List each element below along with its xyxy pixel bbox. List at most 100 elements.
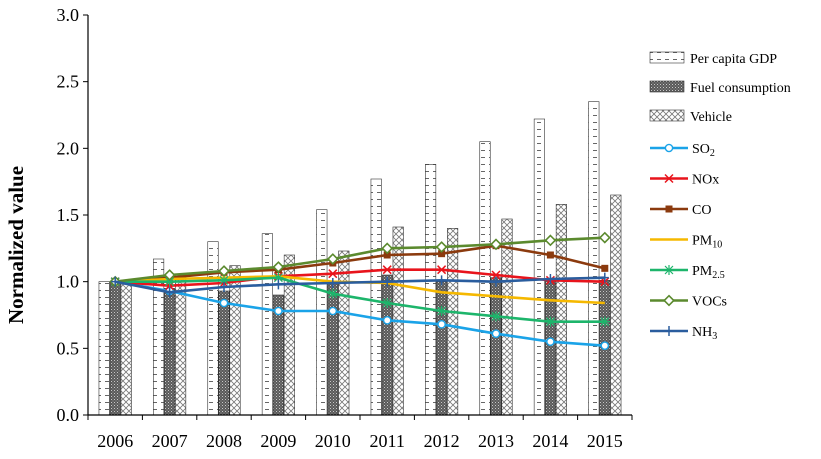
y-tick-label: 1.0	[57, 272, 80, 292]
point-vocs-2015	[598, 231, 611, 244]
bar-gdp-2006	[98, 281, 110, 416]
point-so2-2014	[546, 337, 555, 346]
point-pm25-2015	[599, 316, 610, 327]
y-tick-label: 2.5	[57, 72, 80, 92]
point-vocs-2009	[272, 261, 285, 273]
legend-marker-co	[665, 205, 673, 213]
point-vocs-2007	[163, 269, 176, 281]
x-tick-label: 2015	[587, 431, 623, 451]
bar-fuel-2012	[436, 281, 448, 416]
point-nh3-2007	[165, 287, 174, 298]
point-vocs-2014	[544, 234, 557, 247]
legend-label-subscript: 10	[712, 240, 722, 251]
point-nh3-2015	[600, 272, 609, 283]
line-nh3	[114, 276, 605, 294]
x-tick-label: 2012	[424, 431, 460, 451]
line-so2	[114, 280, 605, 347]
bar-vehicle-2010	[338, 250, 350, 416]
point-so2-2011	[382, 316, 392, 325]
y-tick-label: 0.5	[57, 338, 80, 358]
x-tick-label: 2007	[152, 431, 188, 451]
legend-swatch-gdp	[649, 51, 685, 64]
point-pm25-2014	[545, 316, 556, 327]
legend-label-fuel: Fuel consumption	[690, 81, 791, 96]
point-vocs-2013	[490, 238, 502, 251]
x-tick-label: 2010	[315, 431, 351, 451]
x-tick-label: 2006	[97, 431, 133, 451]
legend-label-vocs: VOCs	[692, 295, 727, 310]
point-co-2012	[438, 250, 446, 258]
point-so2-2010	[328, 306, 338, 316]
point-vocs-2011	[381, 242, 394, 255]
legend-label-main: NOx	[692, 173, 719, 188]
point-nox-2012	[437, 265, 447, 275]
bar-fuel-2008	[218, 290, 230, 416]
point-nox-2011	[382, 265, 392, 275]
legend-label-main: VOCs	[692, 295, 727, 310]
bar-fuel-2011	[381, 274, 393, 416]
legend-label-pm25: PM2.5	[692, 264, 725, 281]
legend-label-so2: SO2	[692, 142, 715, 159]
bar-gdp-2009	[261, 233, 273, 416]
point-nh3-2013	[492, 276, 500, 287]
point-pm25-2010	[327, 288, 338, 299]
point-pm25-2011	[382, 298, 393, 308]
legend-marker-pm25	[664, 265, 674, 275]
bar-vehicle-2008	[229, 265, 241, 416]
legend-label-main: SO	[692, 142, 710, 157]
lines-layer	[109, 231, 611, 350]
x-tick-label: 2013	[478, 431, 514, 451]
legend-label-subscript: 2	[710, 148, 715, 159]
line-vocs	[115, 236, 605, 283]
bar-gdp-2010	[316, 209, 328, 416]
point-nh3-2008	[220, 282, 228, 292]
bar-gdp-2013	[479, 141, 491, 416]
legend-label-main: NH	[692, 325, 712, 340]
y-tick-label: 3.0	[57, 5, 80, 25]
legend-label-main: PM	[692, 234, 713, 249]
legend-label-main: CO	[692, 203, 711, 218]
bar-gdp-2011	[370, 178, 382, 416]
point-co-2011	[383, 251, 391, 259]
legend-label-vehicle: Vehicle	[690, 110, 732, 125]
legend-label-pm10: PM10	[692, 234, 722, 251]
y-tick-label: 0.0	[57, 405, 80, 425]
legend-label-co: CO	[692, 203, 711, 218]
bar-gdp-2008	[207, 241, 219, 416]
point-nh3-2011	[383, 276, 392, 287]
x-tick-label: 2008	[206, 431, 242, 451]
bar-fuel-2006	[109, 281, 121, 416]
legend-marker-nh3	[665, 326, 673, 336]
x-tick-label: 2011	[370, 431, 405, 451]
y-axis-title: Normalized value	[4, 166, 28, 324]
point-nox-2013	[491, 270, 501, 280]
x-tick-label: 2009	[260, 431, 296, 451]
legend-label-nox: NOx	[692, 173, 719, 188]
x-tick-label: 2014	[532, 431, 568, 451]
point-pm25-2013	[491, 311, 501, 322]
point-vocs-2008	[218, 265, 230, 277]
legend-label-main: PM	[692, 264, 713, 279]
legend-label-subscript: 3	[712, 331, 717, 342]
bar-vehicle-2014	[555, 204, 567, 416]
legend-marker-vocs	[663, 294, 675, 307]
legend-swatch-fuel	[649, 80, 685, 93]
point-so2-2015	[600, 341, 610, 350]
point-pm25-2009	[273, 272, 284, 283]
line-co	[115, 244, 606, 283]
point-nh3-2012	[437, 275, 446, 286]
legend-swatch-vehicle	[649, 109, 685, 122]
line-pm25	[115, 276, 605, 323]
legend-marker-so2	[664, 143, 674, 153]
legend-label-nh3: NH3	[692, 325, 717, 342]
bar-vehicle-2012	[447, 228, 459, 416]
point-so2-2008	[219, 298, 229, 308]
point-co-2015	[601, 264, 609, 272]
bar-gdp-2014	[533, 118, 545, 416]
point-nh3-2014	[546, 274, 555, 284]
point-nh3-2010	[328, 278, 337, 288]
point-so2-2012	[437, 320, 446, 329]
